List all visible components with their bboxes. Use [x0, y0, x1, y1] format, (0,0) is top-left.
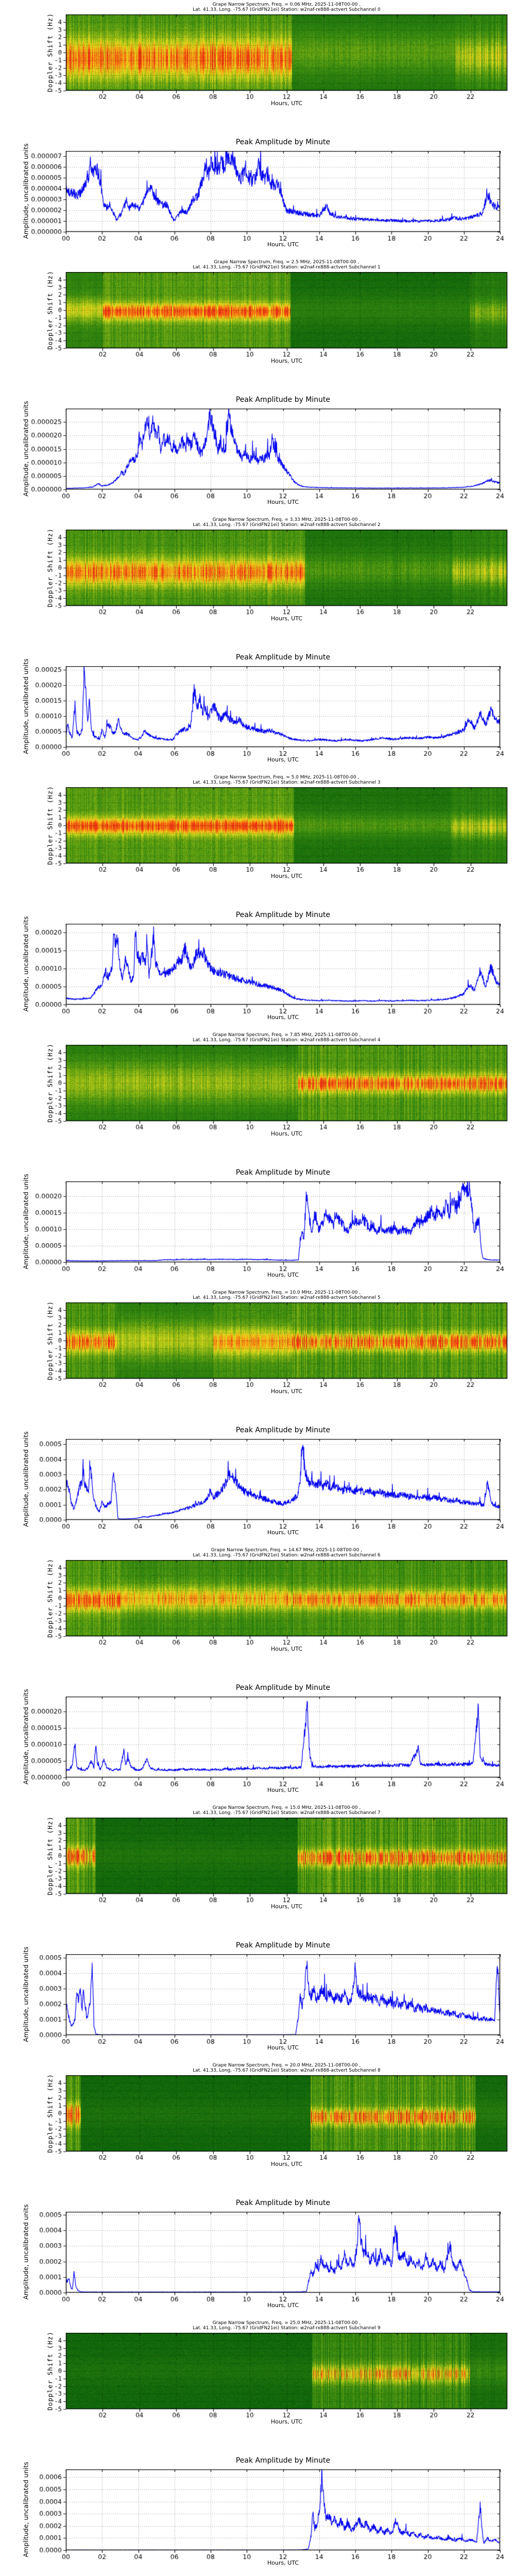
spectrogram-subtitle: Lat. 41.33, Long. -75.67 (GridFN21ei) St… — [193, 780, 381, 785]
amplitude-chart-title: Peak Amplitude by Minute — [235, 2199, 331, 2207]
spectrogram-x-axis-label: Hours, UTC — [270, 1903, 303, 1910]
amplitude-chart-title: Peak Amplitude by Minute — [235, 653, 331, 662]
amplitude-chart-title: Peak Amplitude by Minute — [235, 396, 331, 404]
amplitude-chart-title: Peak Amplitude by Minute — [235, 1426, 331, 1434]
spectrogram-title: Grape Narrow Spectrum, Freq. = 0.06 MHz,… — [212, 2, 361, 7]
spectrogram-title: Grape Narrow Spectrum, Freq. = 7.85 MHz,… — [212, 1032, 361, 1038]
amplitude-x-axis-label: Hours, UTC — [267, 1529, 299, 1536]
amplitude-chart-title: Peak Amplitude by Minute — [235, 138, 331, 146]
subchannel-2-panel: Grape Narrow Spectrum, Freq. = 3.33 MHz,… — [0, 515, 515, 773]
spectrogram-subtitle: Lat. 41.33, Long. -75.67 (GridFN21ei) St… — [193, 1553, 381, 1558]
subchannel-6-panel: Grape Narrow Spectrum, Freq. = 14.67 MHz… — [0, 1546, 515, 1803]
spectrogram-plot — [0, 1560, 515, 1647]
spectrogram-plot — [0, 1302, 515, 1389]
spectrogram-plot — [0, 272, 515, 359]
amplitude-x-axis-label: Hours, UTC — [267, 499, 299, 505]
amplitude-plot — [0, 1181, 515, 1275]
amplitude-chart-title: Peak Amplitude by Minute — [235, 1684, 331, 1692]
spectrogram-title: Grape Narrow Spectrum, Freq. = 10.0 MHz,… — [212, 1290, 361, 1295]
amplitude-x-axis-label: Hours, UTC — [267, 2044, 299, 2051]
spectrogram-subtitle: Lat. 41.33, Long. -75.67 (GridFN21ei) St… — [193, 2326, 381, 2331]
subchannel-1-panel: Grape Narrow Spectrum, Freq. = 2.5 MHz, … — [0, 258, 515, 515]
spectrogram-x-axis-label: Hours, UTC — [270, 358, 303, 364]
amplitude-plot — [0, 924, 515, 1018]
spectrogram-plot — [0, 1818, 515, 1904]
spectrogram-x-axis-label: Hours, UTC — [270, 1388, 303, 1395]
amplitude-plot — [0, 1697, 515, 1790]
spectrogram-x-axis-label: Hours, UTC — [270, 873, 303, 879]
spectrogram-subtitle: Lat. 41.33, Long. -75.67 (GridFN21ei) St… — [193, 7, 381, 12]
spectrogram-x-axis-label: Hours, UTC — [270, 2418, 303, 2425]
subchannel-8-panel: Grape Narrow Spectrum, Freq. = 20.0 MHz,… — [0, 2061, 515, 2318]
spectrogram-x-axis-label: Hours, UTC — [270, 100, 303, 107]
spectrogram-plot — [0, 2075, 515, 2162]
amplitude-plot — [0, 151, 515, 245]
spectrogram-subtitle: Lat. 41.33, Long. -75.67 (GridFN21ei) St… — [193, 1810, 381, 1816]
amplitude-x-axis-label: Hours, UTC — [267, 756, 299, 763]
amplitude-x-axis-label: Hours, UTC — [267, 2560, 299, 2566]
subchannel-4-panel: Grape Narrow Spectrum, Freq. = 7.85 MHz,… — [0, 1030, 515, 1288]
spectrogram-subtitle: Lat. 41.33, Long. -75.67 (GridFN21ei) St… — [193, 522, 381, 528]
amplitude-plot — [0, 1954, 515, 2048]
spectrogram-title: Grape Narrow Spectrum, Freq. = 2.5 MHz, … — [214, 260, 359, 265]
spectrogram-title: Grape Narrow Spectrum, Freq. = 5.0 MHz, … — [214, 775, 359, 780]
spectrogram-subtitle: Lat. 41.33, Long. -75.67 (GridFN21ei) St… — [193, 1295, 381, 1300]
amplitude-chart-title: Peak Amplitude by Minute — [235, 1941, 331, 1950]
amplitude-x-axis-label: Hours, UTC — [267, 2302, 299, 2309]
subchannel-5-panel: Grape Narrow Spectrum, Freq. = 10.0 MHz,… — [0, 1288, 515, 1546]
subchannel-9-panel: Grape Narrow Spectrum, Freq. = 25.0 MHz,… — [0, 2318, 515, 2576]
amplitude-plot — [0, 2469, 515, 2563]
amplitude-x-axis-label: Hours, UTC — [267, 1014, 299, 1021]
spectrogram-title: Grape Narrow Spectrum, Freq. = 20.0 MHz,… — [212, 2063, 361, 2068]
spectrogram-plot — [0, 14, 515, 101]
spectrogram-subtitle: Lat. 41.33, Long. -75.67 (GridFN21ei) St… — [193, 2068, 381, 2073]
amplitude-plot — [0, 666, 515, 760]
amplitude-x-axis-label: Hours, UTC — [267, 241, 299, 248]
amplitude-chart-title: Peak Amplitude by Minute — [235, 1168, 331, 1177]
spectrogram-plot — [0, 787, 515, 874]
subchannel-3-panel: Grape Narrow Spectrum, Freq. = 5.0 MHz, … — [0, 773, 515, 1030]
spectrogram-subtitle: Lat. 41.33, Long. -75.67 (GridFN21ei) St… — [193, 1038, 381, 1043]
spectrogram-title: Grape Narrow Spectrum, Freq. = 3.33 MHz,… — [212, 517, 361, 522]
subchannel-7-panel: Grape Narrow Spectrum, Freq. = 15.0 MHz,… — [0, 1803, 515, 2061]
spectrogram-x-axis-label: Hours, UTC — [270, 2161, 303, 2167]
spectrogram-title: Grape Narrow Spectrum, Freq. = 15.0 MHz,… — [212, 1805, 361, 1810]
amplitude-chart-title: Peak Amplitude by Minute — [235, 2456, 331, 2465]
amplitude-x-axis-label: Hours, UTC — [267, 1787, 299, 1793]
spectrogram-subtitle: Lat. 41.33, Long. -75.67 (GridFN21ei) St… — [193, 265, 381, 270]
spectrogram-title: Grape Narrow Spectrum, Freq. = 14.67 MHz… — [211, 1548, 363, 1553]
spectrogram-x-axis-label: Hours, UTC — [270, 615, 303, 622]
subchannel-0-panel: Grape Narrow Spectrum, Freq. = 0.06 MHz,… — [0, 0, 515, 258]
spectrogram-title: Grape Narrow Spectrum, Freq. = 25.0 MHz,… — [212, 2320, 361, 2326]
spectrogram-plot — [0, 530, 515, 616]
amplitude-chart-title: Peak Amplitude by Minute — [235, 911, 331, 919]
spectrogram-plot — [0, 2333, 515, 2419]
spectrogram-x-axis-label: Hours, UTC — [270, 1646, 303, 1652]
amplitude-plot — [0, 409, 515, 502]
amplitude-plot — [0, 1439, 515, 1533]
amplitude-x-axis-label: Hours, UTC — [267, 1272, 299, 1278]
amplitude-plot — [0, 2212, 515, 2306]
spectrogram-x-axis-label: Hours, UTC — [270, 1130, 303, 1137]
spectrogram-plot — [0, 1045, 515, 1131]
